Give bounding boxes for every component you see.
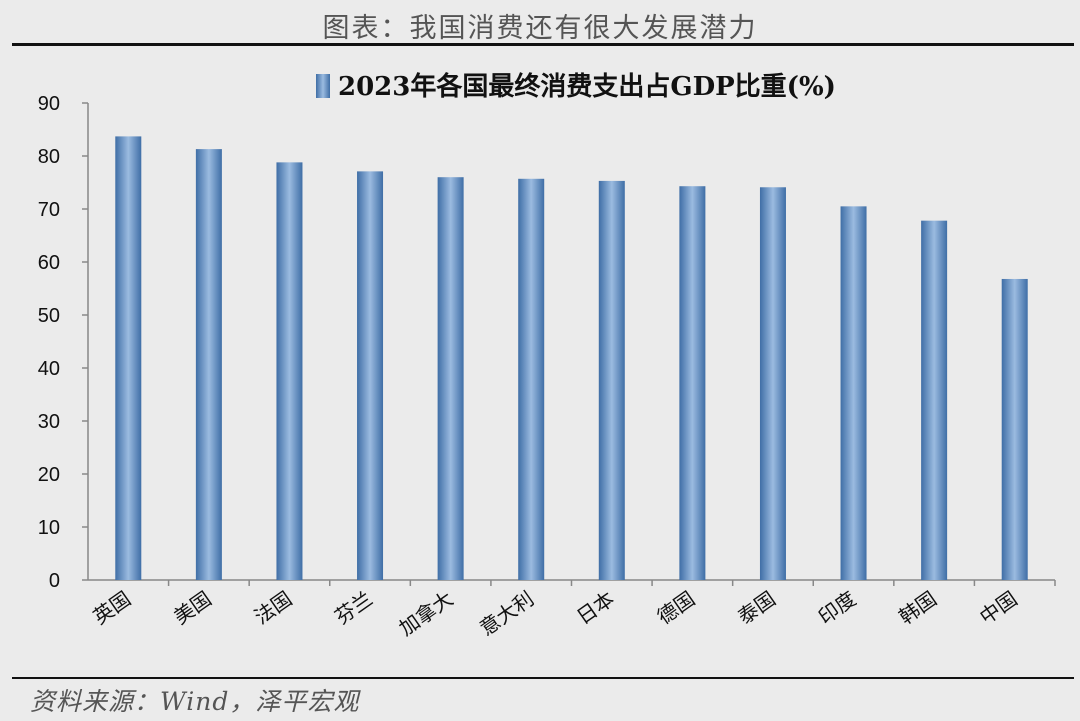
bar-12 <box>1001 278 1028 580</box>
bar-3 <box>276 162 303 581</box>
x-category-label: 意大利 <box>475 586 538 640</box>
x-category-label: 日本 <box>572 586 619 629</box>
y-tick-label: 40 <box>38 358 60 380</box>
x-category-label: 中国 <box>975 586 1022 629</box>
y-tick-label: 90 <box>38 93 60 115</box>
y-tick-label: 70 <box>38 199 60 221</box>
top-rule <box>12 43 1074 46</box>
source-note: 资料来源：Wind，泽平宏观 <box>30 687 360 716</box>
x-category-label: 德国 <box>653 586 700 629</box>
x-category-label: 芬兰 <box>330 586 377 629</box>
bar-8 <box>679 186 706 580</box>
legend-swatch <box>316 74 330 98</box>
y-tick-label: 80 <box>38 146 60 168</box>
bar-5 <box>437 177 464 580</box>
y-tick-label: 30 <box>38 411 60 433</box>
y-tick-label: 10 <box>38 517 60 539</box>
y-tick-label: 0 <box>49 570 60 592</box>
bar-2 <box>195 149 222 581</box>
y-tick-label: 50 <box>38 305 60 327</box>
bar-chart: 2023年各国最终消费支出占GDP比重(%) 0 10 20 30 40 50 60 70 80… <box>38 71 1056 641</box>
y-tick-label: 60 <box>38 252 60 274</box>
bottom-rule <box>12 677 1074 679</box>
x-category-label: 印度 <box>814 586 861 629</box>
legend-label: 2023年各国最终消费支出占GDP比重(%) <box>338 71 836 102</box>
bar-7 <box>598 180 625 580</box>
x-category-label: 泰国 <box>733 586 780 629</box>
bar-10 <box>840 206 867 580</box>
bar-6 <box>518 178 545 581</box>
x-category-label: 加拿大 <box>395 586 458 640</box>
y-tick-label: 20 <box>38 464 60 486</box>
x-category-label: 法国 <box>250 586 297 629</box>
bar-9 <box>759 187 786 580</box>
figure-title: 图表：我国消费还有很大发展潜力 <box>322 13 758 44</box>
bar-4 <box>357 171 384 580</box>
bar-11 <box>921 220 948 580</box>
legend: 2023年各国最终消费支出占GDP比重(%) <box>316 71 836 102</box>
x-category-label: 韩国 <box>894 586 941 629</box>
x-category-label: 美国 <box>169 586 216 629</box>
bar-1 <box>115 136 142 580</box>
x-category-label: 英国 <box>89 586 136 629</box>
